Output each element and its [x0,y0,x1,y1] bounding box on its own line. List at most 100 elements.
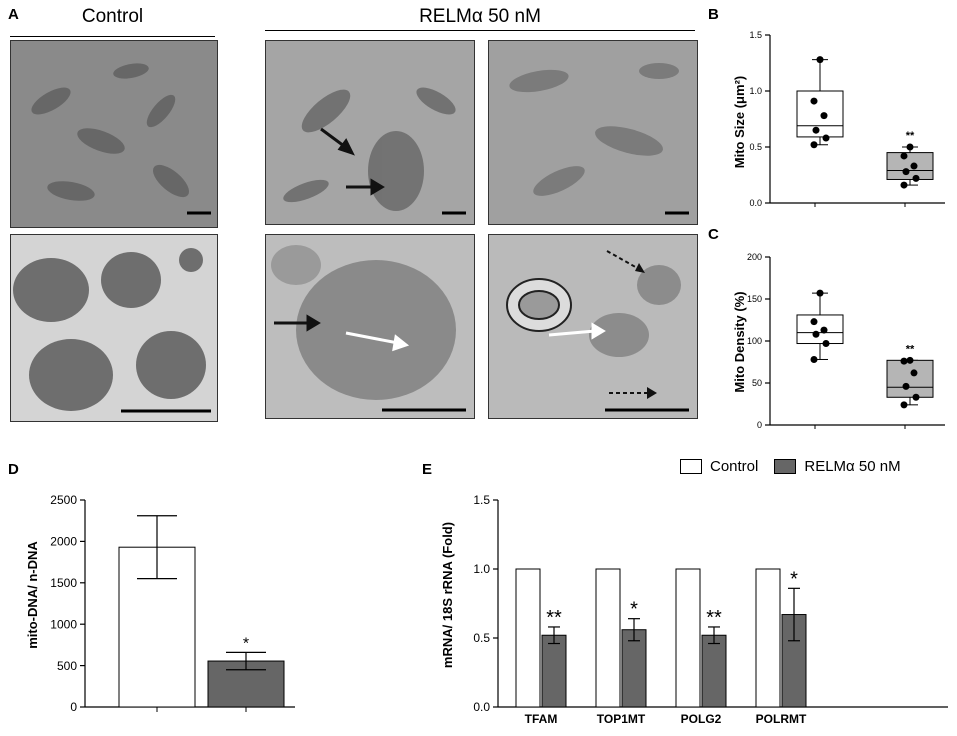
chart-b-data-point [822,134,830,142]
chart-c-ylabel: Mito Density (%) [732,291,747,392]
chart-c-data-point [910,369,918,377]
chart-b-y-tick-label: 0.5 [749,142,762,152]
chart-e-bar [515,568,541,708]
chart-b-data-point [810,141,818,149]
chart-b-mito-size: Mito Size (μm²) 0.0 0.5 1.0 1.5 ** [732,30,945,208]
chart-c-y-tick-label: 150 [747,294,762,304]
chart-b-data-point [902,168,910,176]
chart-b-data-point [910,162,918,170]
chart-c-data-point [816,289,824,297]
chart-e-bar [701,634,727,708]
legend-label-control: Control [710,458,759,475]
chart-e-bar [675,568,701,708]
chart-b-ylabel: Mito Size (μm²) [732,76,747,168]
control-header: Control [81,6,144,27]
chart-e-y-tick-label: 0.5 [473,631,490,645]
chart-c-data-point [812,330,820,338]
chart-d-y-tick-label: 1500 [50,576,77,590]
chart-b-box [886,152,934,180]
chart-b-box [796,90,844,138]
chart-c-y-tick-label: 200 [747,252,762,262]
legend-swatch-relm [774,459,797,474]
chart-c-data-point [820,326,828,334]
chart-e-y-tick-label: 1.0 [473,562,490,576]
panel-letter-e: E [422,461,433,478]
chart-e-y-tick-label: 1.5 [473,493,490,507]
chart-b-data-point [820,112,828,120]
chart-e-bar [755,568,781,708]
chart-e-significance: ** [546,607,562,629]
chart-c-data-point [810,318,818,326]
chart-c-y-tick-label: 100 [747,336,762,346]
chart-b-data-point [816,56,824,64]
chart-d-y-tick-label: 0 [70,700,77,714]
chart-e-category-label: POLG2 [681,712,722,726]
em-image-relm-high-mag-1 [265,234,475,419]
chart-c-box [796,314,844,345]
chart-b-data-point [900,152,908,160]
panel-letter-d: D [8,461,19,478]
chart-d-mtdna: mito-DNA/ n-DNA 0 500 1000 1500 2000 2500 * [25,493,295,714]
chart-e-legend: Control RELMα 50 nM [680,458,917,475]
chart-c-data-point [900,401,908,409]
chart-b-data-point [900,181,908,189]
panel-letter-b: B [708,6,719,23]
em-image-relm-low-mag-2 [488,40,698,225]
chart-b-data-point [906,143,914,151]
chart-c-data-point [912,393,920,401]
chart-d-y-tick-label: 500 [57,659,77,673]
chart-d-y-tick-label: 2500 [50,493,77,507]
chart-c-data-point [822,340,830,348]
em-texture [11,41,217,227]
em-image-control-high-mag [10,234,218,422]
em-image-relm-low-mag-1 [265,40,475,225]
chart-c-data-point [906,356,914,364]
chart-e-category-label: TFAM [525,712,558,726]
chart-d-ylabel: mito-DNA/ n-DNA [25,541,40,649]
chart-d-y-tick-label: 2000 [50,535,77,549]
chart-c-mito-density: Mito Density (%) 0 50 100 150 200 ** [732,252,945,430]
legend-item-control: Control [680,458,758,475]
chart-b-data-point [810,97,818,105]
chart-b-y-tick-label: 1.0 [749,86,762,96]
chart-c-data-point [900,357,908,365]
em-image-control-low-mag [10,40,218,228]
panel-letter-a: A [8,6,19,23]
chart-e-y-tick-label: 0.0 [473,700,490,714]
chart-d-y-tick-label: 1000 [50,617,77,631]
em-texture [489,41,697,224]
chart-e-significance: * [790,568,798,590]
chart-c-data-point [902,382,910,390]
legend-label-relm: RELMα 50 nM [804,458,901,475]
chart-b-data-point [912,174,920,182]
em-texture [266,41,474,224]
panel-letter-c: C [708,226,719,243]
treatment-header: RELMα 50 nM [419,6,541,27]
chart-c-significance: ** [906,343,915,355]
chart-e-mrna: mRNA/ 18S rRNA (Fold) 0.00.51.01.5**TFAM… [440,493,948,726]
chart-b-y-tick-label: 1.5 [749,30,762,40]
chart-c-y-tick-label: 50 [752,378,762,388]
chart-b-significance: ** [906,130,915,142]
legend-swatch-control [680,459,702,474]
chart-e-significance: * [630,599,638,621]
chart-c-box [886,359,934,398]
legend-item-relm: RELMα 50 nM [774,458,901,475]
chart-c-y-tick-label: 0 [757,420,762,430]
chart-d-significance: * [243,635,249,652]
em-texture [11,235,217,421]
control-header-rule [10,36,215,37]
chart-e-bar [595,568,621,708]
em-texture [266,235,474,418]
chart-e-bar [541,634,567,708]
chart-c-data-point [810,355,818,363]
chart-e-ylabel: mRNA/ 18S rRNA (Fold) [440,522,455,668]
chart-e-significance: ** [706,607,722,629]
chart-b-data-point [812,126,820,134]
chart-e-category-label: POLRMT [756,712,807,726]
chart-b-y-tick-label: 0.0 [749,198,762,208]
em-image-relm-high-mag-2 [488,234,698,419]
chart-e-category-label: TOP1MT [597,712,646,726]
chart-e-bar [621,629,647,708]
treatment-header-rule [265,30,695,31]
